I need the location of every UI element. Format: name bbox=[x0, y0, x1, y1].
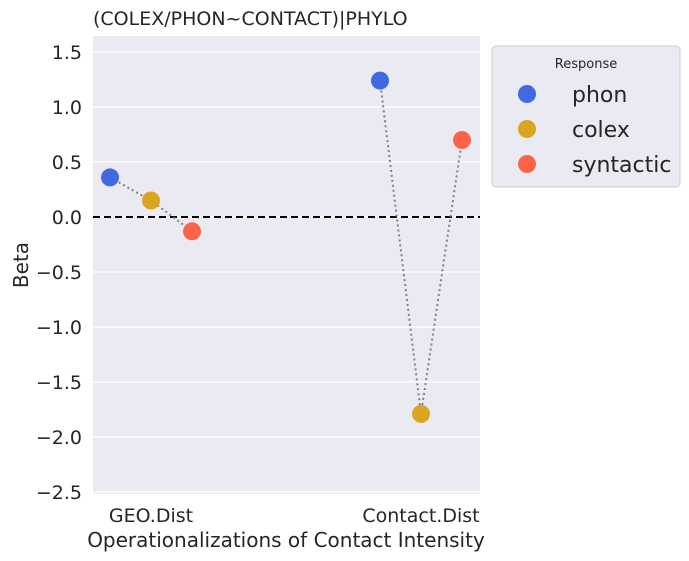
legend-items: phon colex syntactic bbox=[518, 83, 671, 178]
x-tick-label: Contact.Dist bbox=[362, 505, 479, 527]
gridlines bbox=[93, 51, 480, 493]
legend: Response phon colex syntactic bbox=[491, 45, 681, 188]
legend-marker-syntactic bbox=[518, 155, 536, 173]
legend-label-phon: phon bbox=[572, 83, 627, 108]
y-tick-label: 1.5 bbox=[52, 42, 82, 64]
data-point-syntactic bbox=[183, 222, 201, 241]
legend-box bbox=[491, 45, 681, 188]
data-point-colex bbox=[142, 191, 160, 210]
data-point-phon bbox=[101, 168, 119, 187]
x-tick-labels: GEO.Dist Contact.Dist bbox=[109, 505, 480, 527]
data-point-syntactic bbox=[453, 131, 471, 149]
x-tick-label: GEO.Dist bbox=[109, 505, 193, 527]
y-axis-title: Beta bbox=[9, 242, 33, 288]
y-tick-label: −2.0 bbox=[36, 427, 82, 449]
y-tick-label: −2.5 bbox=[36, 482, 82, 504]
data-point-phon bbox=[371, 71, 389, 90]
y-tick-label: −1.0 bbox=[36, 317, 82, 339]
y-tick-labels: 1.5 1.0 0.5 0.0 −0.5 −1.0 −1.5 −2.0 −2.5 bbox=[36, 42, 82, 504]
connector-line bbox=[109, 176, 193, 233]
data-point-colex bbox=[412, 404, 430, 423]
y-tick-label: −0.5 bbox=[36, 262, 82, 284]
legend-marker-colex bbox=[518, 120, 536, 138]
y-tick-label: 1.0 bbox=[52, 97, 82, 119]
legend-label-colex: colex bbox=[572, 118, 630, 143]
y-tick-label: 0.5 bbox=[52, 152, 82, 174]
legend-title: Response bbox=[555, 57, 617, 72]
data-points bbox=[101, 71, 471, 423]
legend-marker-phon bbox=[518, 85, 536, 103]
y-tick-label: 0.0 bbox=[52, 207, 82, 229]
chart-title: (COLEX/PHON~CONTACT)|PHYLO bbox=[93, 8, 408, 30]
legend-label-syntactic: syntactic bbox=[572, 153, 671, 178]
plot-area bbox=[93, 36, 480, 494]
x-axis-title: Operationalizations of Contact Intensity bbox=[87, 528, 485, 552]
y-tick-label: −1.5 bbox=[36, 372, 82, 394]
